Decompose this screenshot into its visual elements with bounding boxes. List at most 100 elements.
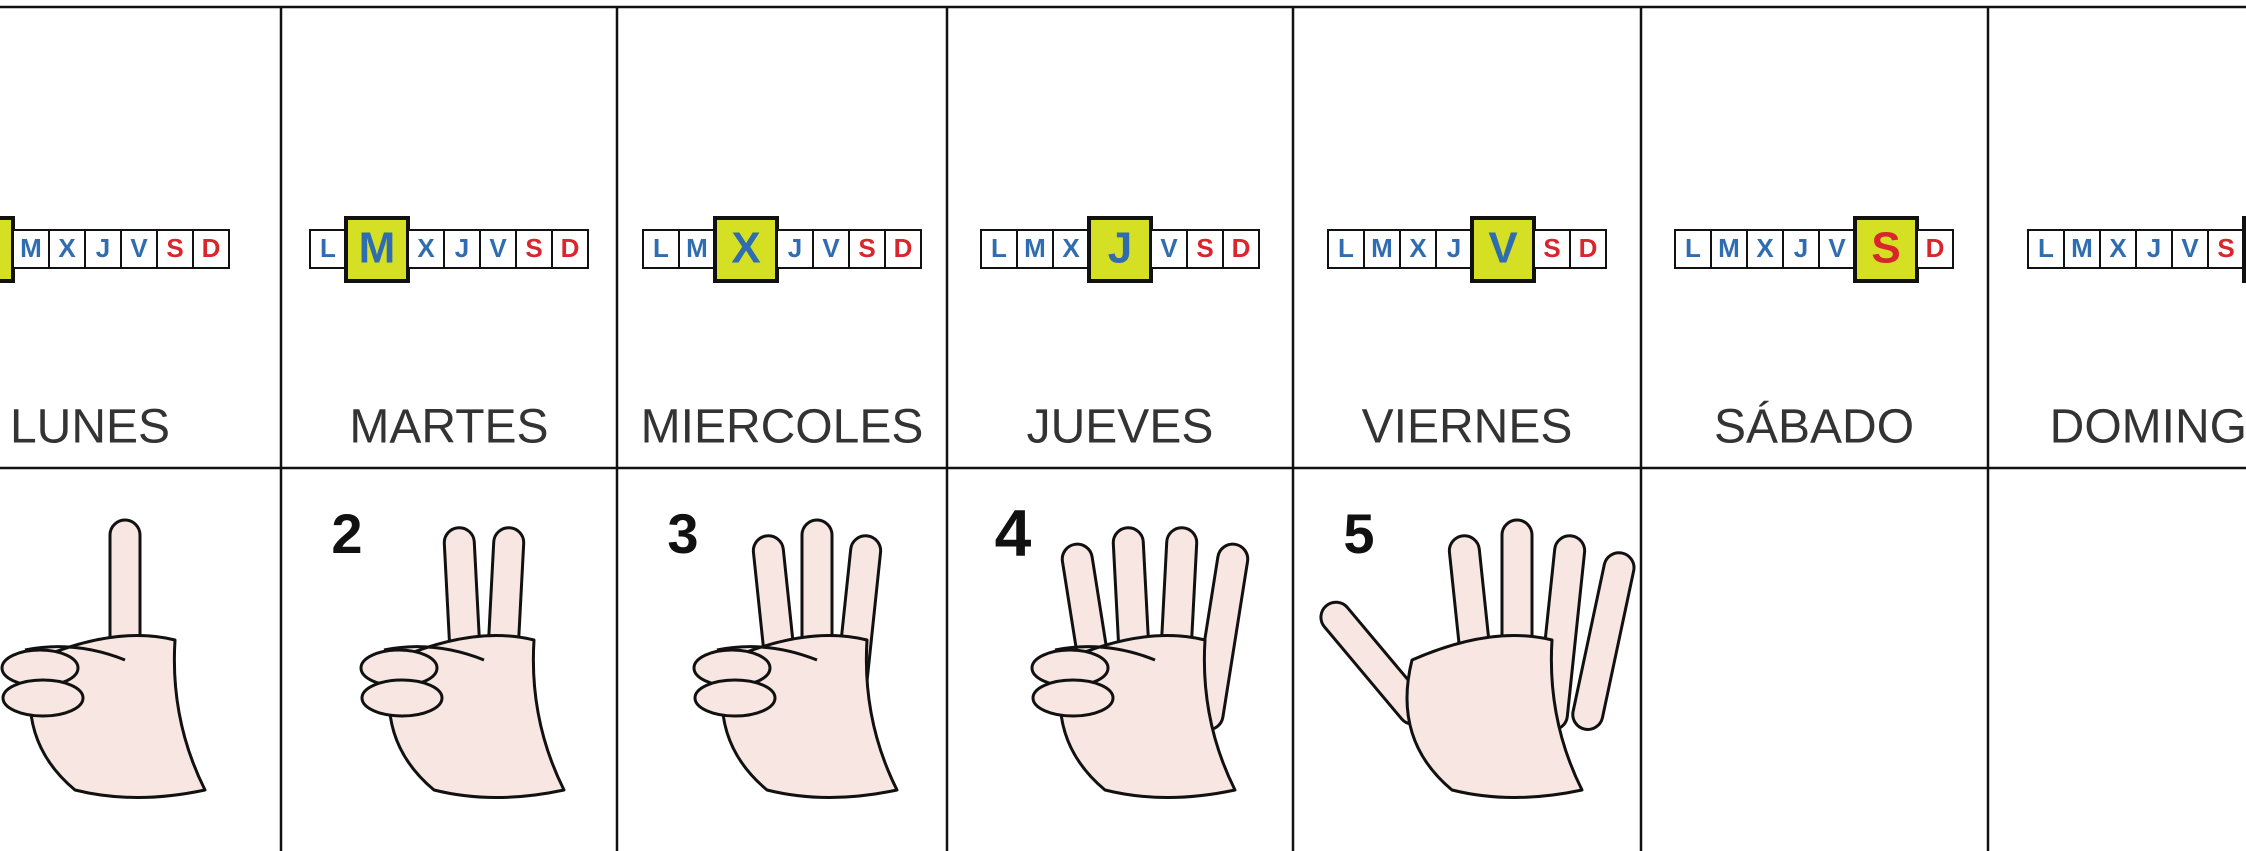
- highlighted-day-letter: S: [1871, 224, 1900, 273]
- day-cell: [156, 229, 194, 269]
- finger-count: 5: [1343, 502, 1374, 565]
- day-cell: [120, 229, 158, 269]
- day-letter: D: [561, 233, 580, 263]
- day-name: MIERCOLES: [641, 401, 924, 454]
- hand-illustration: [1030, 526, 1250, 799]
- day-letter: J: [455, 233, 469, 263]
- day-letter: M: [20, 233, 42, 263]
- day-letter: J: [96, 233, 110, 263]
- highlighted-day-letter: V: [1488, 224, 1518, 273]
- day-cell: [1569, 229, 1607, 269]
- day-letter: J: [1447, 233, 1461, 263]
- hand-illustration: [1319, 518, 1636, 799]
- day-letter: M: [1024, 233, 1046, 263]
- finger-count: 3: [667, 502, 698, 565]
- day-letter: X: [2109, 233, 2127, 263]
- day-cell: [1435, 229, 1473, 269]
- day-letter: S: [525, 233, 542, 263]
- day-letter: V: [1828, 233, 1846, 263]
- day-cell: [1818, 229, 1856, 269]
- day-cell: [678, 229, 716, 269]
- day-letter: V: [130, 233, 148, 263]
- highlighted-day-letter: J: [1108, 224, 1132, 273]
- day-letter: S: [1196, 233, 1213, 263]
- day-letter: D: [1926, 233, 1945, 263]
- day-letter: L: [1338, 233, 1354, 263]
- day-cell: [1150, 229, 1188, 269]
- highlighted-day-cell: [2242, 216, 2246, 283]
- highlighted-day-letter: M: [359, 224, 396, 273]
- day-name: DOMINGO: [2050, 401, 2246, 454]
- day-cell: [980, 229, 1018, 269]
- day-cell: [407, 229, 445, 269]
- day-letter: L: [2038, 233, 2054, 263]
- day-letter: X: [1756, 233, 1774, 263]
- day-letter: S: [166, 233, 183, 263]
- day-letter: D: [1232, 233, 1251, 263]
- thumb: [716, 645, 818, 662]
- day-cell: [443, 229, 481, 269]
- day-cell: [309, 229, 347, 269]
- day-cell: [479, 229, 517, 269]
- curled-finger: [693, 678, 777, 718]
- finger: [1571, 551, 1636, 731]
- day-cell: [1222, 229, 1260, 269]
- day-cell: [551, 229, 589, 269]
- day-letter: J: [2147, 233, 2161, 263]
- day-name: VIERNES: [1362, 401, 1573, 454]
- day-cell: [515, 229, 553, 269]
- curled-finger: [1, 678, 85, 718]
- day-cell: [1916, 229, 1954, 269]
- day-cell: [812, 229, 850, 269]
- day-cell: [1710, 229, 1748, 269]
- day-letter: D: [894, 233, 913, 263]
- finger-count: 4: [995, 495, 1032, 569]
- day-letter: M: [1718, 233, 1740, 263]
- day-letter: X: [417, 233, 435, 263]
- day-letter: X: [1062, 233, 1080, 263]
- day-letter: L: [653, 233, 669, 263]
- day-cell: [1533, 229, 1571, 269]
- day-letter: V: [822, 233, 840, 263]
- day-letter: S: [1543, 233, 1560, 263]
- day-cell: [1746, 229, 1784, 269]
- day-letter: L: [320, 233, 336, 263]
- day-cell: [192, 229, 230, 269]
- day-letter: D: [202, 233, 221, 263]
- day-letter: S: [2217, 233, 2234, 263]
- day-letter: M: [1371, 233, 1393, 263]
- day-letter: M: [2071, 233, 2093, 263]
- day-letter: V: [2181, 233, 2199, 263]
- day-letter: M: [686, 233, 708, 263]
- day-cell: [2135, 229, 2173, 269]
- curled-finger: [1031, 678, 1115, 718]
- day-cell: [2027, 229, 2065, 269]
- day-cell: [848, 229, 886, 269]
- day-cell: [2099, 229, 2137, 269]
- day-letter: L: [991, 233, 1007, 263]
- day-name: JUEVES: [1027, 401, 1214, 454]
- highlighted-day-cell: [713, 216, 779, 283]
- day-cell: [2207, 229, 2245, 269]
- day-letter: J: [1794, 233, 1808, 263]
- day-cell: [884, 229, 922, 269]
- day-letter: J: [788, 233, 802, 263]
- hand-illustration: [0, 518, 207, 799]
- day-letter: S: [858, 233, 875, 263]
- day-cell: [1674, 229, 1712, 269]
- day-name: MARTES: [349, 401, 548, 454]
- day-letter: X: [1409, 233, 1427, 263]
- day-letter: L: [1685, 233, 1701, 263]
- day-letter: X: [58, 233, 76, 263]
- highlighted-day-cell: [0, 216, 15, 283]
- day-name: LUNES: [10, 401, 170, 454]
- highlighted-day-letter: X: [731, 224, 760, 273]
- day-cell: [1016, 229, 1054, 269]
- hand-illustration: [692, 518, 899, 799]
- day-letter: V: [1160, 233, 1178, 263]
- thumb: [1054, 645, 1156, 662]
- day-cell: [1052, 229, 1090, 269]
- day-name: SÁBADO: [1714, 401, 1914, 454]
